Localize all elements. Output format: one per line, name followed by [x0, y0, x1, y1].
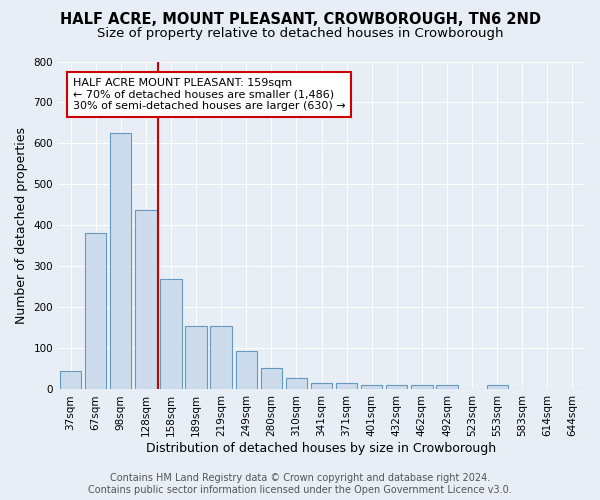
Bar — [487, 386, 508, 390]
Y-axis label: Number of detached properties: Number of detached properties — [15, 127, 28, 324]
Bar — [236, 350, 257, 390]
Bar — [386, 386, 407, 390]
Bar — [260, 368, 282, 390]
Text: HALF ACRE MOUNT PLEASANT: 159sqm
← 70% of detached houses are smaller (1,486)
30: HALF ACRE MOUNT PLEASANT: 159sqm ← 70% o… — [73, 78, 345, 111]
Bar — [311, 384, 332, 390]
Text: Contains HM Land Registry data © Crown copyright and database right 2024.
Contai: Contains HM Land Registry data © Crown c… — [88, 474, 512, 495]
Bar — [110, 133, 131, 390]
Text: Size of property relative to detached houses in Crowborough: Size of property relative to detached ho… — [97, 28, 503, 40]
Bar — [135, 210, 157, 390]
Bar — [85, 233, 106, 390]
Text: HALF ACRE, MOUNT PLEASANT, CROWBOROUGH, TN6 2ND: HALF ACRE, MOUNT PLEASANT, CROWBOROUGH, … — [59, 12, 541, 28]
Bar — [185, 326, 207, 390]
Bar — [361, 386, 382, 390]
Bar — [436, 386, 458, 390]
Bar — [286, 378, 307, 390]
Bar — [160, 279, 182, 390]
X-axis label: Distribution of detached houses by size in Crowborough: Distribution of detached houses by size … — [146, 442, 497, 455]
Bar — [211, 326, 232, 390]
Bar — [336, 384, 357, 390]
Bar — [60, 371, 81, 390]
Bar — [411, 386, 433, 390]
